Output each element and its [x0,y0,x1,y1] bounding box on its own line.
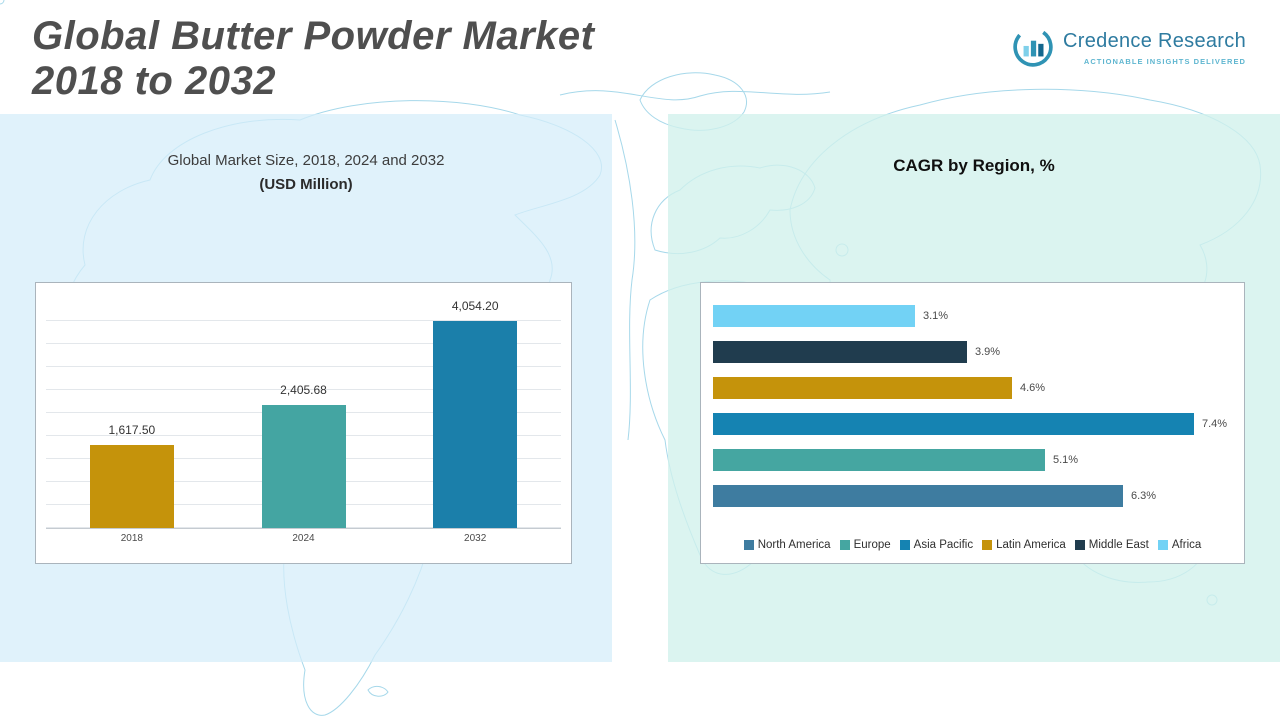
cagr-bar-row: 4.6% [713,377,1236,399]
bar-value-label: 6.3% [1131,490,1157,502]
legend-label: Latin America [996,539,1066,551]
cagr-bar-row: 3.9% [713,341,1236,363]
bar-latin-america [713,377,1012,399]
bar-asia-pacific [713,413,1194,435]
bar-value-label: 3.9% [975,346,1001,358]
bar-value-label: 4,054.20 [451,299,499,313]
bar-value-label: 3.1% [923,310,949,322]
legend-swatch [839,540,850,550]
cagr-chart: 3.1% 3.9% 4.6% 7.4% 5.1% 6.3% North America Eu… [700,282,1245,564]
legend-item: Africa [1157,539,1202,551]
bar-2024 [261,405,346,528]
legend-swatch [1074,540,1085,550]
bar-2018 [89,445,174,528]
legend-item: Europe [839,539,891,551]
market-size-chart-title: Global Market Size, 2018, 2024 and 2032 [167,152,445,169]
legend-item: Middle East [1074,539,1149,551]
bar-value-label: 4.6% [1020,382,1046,394]
cagr-chart-title: CAGR by Region, % [893,156,1055,175]
cagr-bar-row: 3.1% [713,305,1236,327]
market-size-bar-group: 2,405.68 [218,299,390,528]
bar-value-label: 2,405.68 [280,383,327,397]
cagr-legend: North America Europe Asia Pacific Latin Ame… [701,539,1244,551]
cagr-bar-row: 5.1% [713,449,1236,471]
market-size-categories: 2018 2024 2032 [46,533,561,544]
legend-swatch [1157,540,1168,550]
market-size-plot: 1,617.50 2,405.68 4,054.20 [46,299,561,529]
market-size-chart: 1,617.50 2,405.68 4,054.20 2018 2024 2032 [35,282,572,564]
page-title-line2: 2018 to 2032 [32,58,276,103]
credence-logo-icon [1012,26,1054,68]
cagr-bar-row: 6.3% [713,485,1236,507]
bar-2032 [433,321,518,528]
credence-research-logo: Credence Research Actionable Insights De… [1012,26,1246,68]
logo-name: Credence Research [1063,30,1246,52]
legend-label: Asia Pacific [913,539,974,551]
market-size-panel: Global Market Size, 2018, 2024 and 2032 … [0,114,612,662]
bar-europe [713,449,1045,471]
legend-item: Asia Pacific [899,539,974,551]
x-axis-label: 2032 [464,533,487,544]
header: Global Butter Powder Market 2018 to 2032… [0,0,1280,114]
market-size-chart-subtitle: (USD Million) [259,176,353,193]
legend-label: Europe [853,539,891,551]
bar-value-label: 5.1% [1053,454,1079,466]
logo-tagline: Actionable Insights Delivered [1083,57,1246,66]
bar-north-america [713,485,1123,507]
legend-label: Middle East [1088,539,1149,551]
legend-label: North America [757,539,831,551]
bar-value-label: 7.4% [1202,418,1228,430]
market-size-bar-group: 4,054.20 [389,299,561,528]
legend-swatch [899,540,910,550]
cagr-bar-row: 7.4% [713,413,1236,435]
cagr-bars: 3.1% 3.9% 4.6% 7.4% 5.1% 6.3% [713,305,1236,521]
legend-item: North America [743,539,831,551]
page-title: Global Butter Powder Market 2018 to 2032 [32,14,594,104]
bar-africa [713,305,915,327]
market-size-bar-group: 1,617.50 [46,299,218,528]
legend-label: Africa [1171,539,1202,551]
legend-swatch [743,540,754,550]
bar-middle-east [713,341,967,363]
cagr-panel: CAGR by Region, % 3.1% 3.9% 4.6% 7.4% 5.1% 6.… [668,114,1280,662]
legend-item: Latin America [982,539,1066,551]
legend-swatch [982,540,993,550]
page-title-line1: Global Butter Powder Market [32,14,595,58]
x-axis-label: 2024 [292,533,315,544]
x-axis-label: 2018 [120,533,143,544]
bar-value-label: 1,617.50 [108,423,156,437]
